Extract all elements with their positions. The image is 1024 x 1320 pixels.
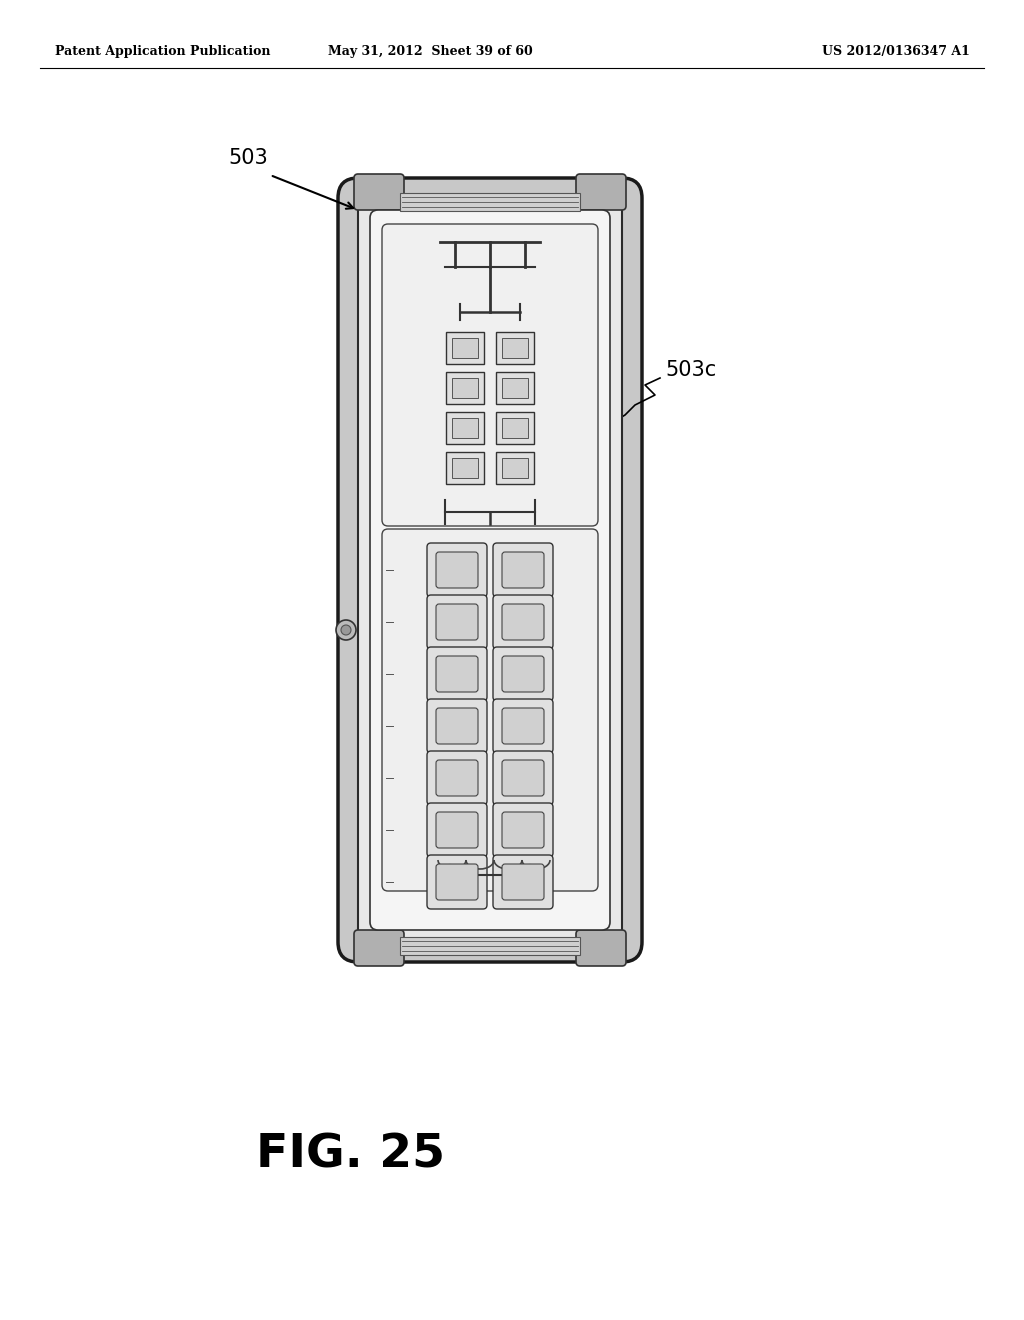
FancyBboxPatch shape [502, 812, 544, 847]
FancyBboxPatch shape [427, 543, 487, 597]
Bar [452, 458, 478, 478]
FancyBboxPatch shape [436, 865, 478, 900]
FancyBboxPatch shape [370, 210, 610, 931]
FancyBboxPatch shape [502, 760, 544, 796]
Bar [502, 378, 528, 399]
FancyBboxPatch shape [502, 865, 544, 900]
Bar [502, 338, 528, 358]
Text: May 31, 2012  Sheet 39 of 60: May 31, 2012 Sheet 39 of 60 [328, 45, 532, 58]
FancyBboxPatch shape [427, 595, 487, 649]
FancyBboxPatch shape [493, 543, 553, 597]
FancyBboxPatch shape [436, 812, 478, 847]
Text: Patent Application Publication: Patent Application Publication [55, 45, 270, 58]
Text: 503: 503 [228, 148, 267, 168]
Bar [446, 372, 484, 404]
Bar [502, 458, 528, 478]
Text: FIG. 25: FIG. 25 [256, 1133, 444, 1177]
Bar [400, 193, 580, 211]
FancyBboxPatch shape [436, 760, 478, 796]
FancyBboxPatch shape [382, 224, 598, 525]
FancyBboxPatch shape [382, 529, 598, 891]
Bar [446, 451, 484, 484]
Bar [452, 338, 478, 358]
FancyBboxPatch shape [493, 751, 553, 805]
FancyBboxPatch shape [502, 605, 544, 640]
Bar [446, 412, 484, 444]
FancyBboxPatch shape [502, 656, 544, 692]
FancyBboxPatch shape [354, 174, 404, 210]
FancyBboxPatch shape [436, 552, 478, 587]
FancyBboxPatch shape [436, 605, 478, 640]
FancyBboxPatch shape [427, 855, 487, 909]
Bar [452, 378, 478, 399]
Bar [446, 333, 484, 364]
FancyBboxPatch shape [502, 708, 544, 744]
FancyBboxPatch shape [493, 700, 553, 752]
Bar [496, 412, 534, 444]
FancyBboxPatch shape [354, 931, 404, 966]
Text: 503c: 503c [665, 360, 716, 380]
FancyBboxPatch shape [502, 552, 544, 587]
Bar [502, 418, 528, 438]
FancyBboxPatch shape [575, 931, 626, 966]
Bar [400, 937, 580, 954]
FancyBboxPatch shape [338, 178, 642, 962]
FancyBboxPatch shape [493, 595, 553, 649]
FancyBboxPatch shape [427, 647, 487, 701]
Bar [496, 372, 534, 404]
FancyBboxPatch shape [493, 647, 553, 701]
Bar [452, 418, 478, 438]
FancyBboxPatch shape [436, 708, 478, 744]
FancyBboxPatch shape [493, 803, 553, 857]
FancyBboxPatch shape [427, 751, 487, 805]
Bar [496, 333, 534, 364]
FancyBboxPatch shape [575, 174, 626, 210]
FancyBboxPatch shape [436, 656, 478, 692]
FancyBboxPatch shape [427, 700, 487, 752]
Circle shape [341, 624, 351, 635]
Bar [496, 451, 534, 484]
FancyBboxPatch shape [493, 855, 553, 909]
Text: US 2012/0136347 A1: US 2012/0136347 A1 [822, 45, 970, 58]
FancyBboxPatch shape [358, 198, 622, 942]
FancyBboxPatch shape [427, 803, 487, 857]
Circle shape [336, 620, 356, 640]
